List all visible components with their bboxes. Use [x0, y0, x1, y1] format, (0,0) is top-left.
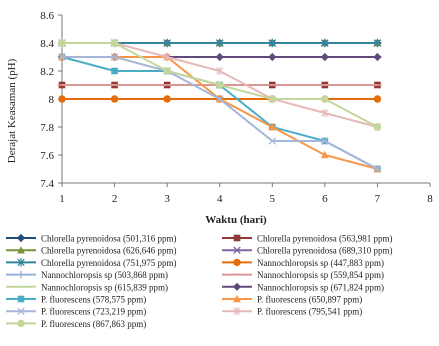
- x-tick-label: 8: [427, 193, 433, 205]
- legend-item: Chlorella pyrenoidosa (626,646 ppm): [6, 246, 176, 256]
- y-tick-label: 8.4: [40, 38, 54, 50]
- x-tick-label: 5: [270, 193, 276, 205]
- legend-label: P. fluorescens (650,897 ppm): [257, 295, 362, 305]
- legend-swatch-marker: [17, 270, 25, 279]
- legend-item: Nannochloropsis sp (447,883 ppm): [222, 258, 384, 268]
- data-point: [268, 95, 276, 103]
- x-tick-label: 2: [112, 193, 118, 205]
- data-point: [110, 95, 119, 103]
- y-tick-label: 7.4: [40, 178, 54, 190]
- data-point: [163, 95, 171, 103]
- y-axis-label: Derajat Keasaman (pH): [6, 58, 18, 163]
- data-point: [111, 67, 118, 75]
- legend-item: Chlorella pyrenoidosa (563,981 ppm): [222, 234, 392, 244]
- legend-label: Nannochloropsis sp (671,824 ppm): [257, 282, 384, 292]
- legend-label: Nannochloropsis sp (559,854 ppm): [257, 270, 384, 280]
- legend-label: Chlorella pyrenoidosa (501,316 ppm): [41, 234, 176, 244]
- data-point: [321, 38, 329, 48]
- data-point: [321, 95, 329, 103]
- data-point: [58, 53, 66, 61]
- legend-item: Chlorella pyrenoidosa (751,975 ppm): [6, 258, 176, 268]
- legend-item: Chlorella pyrenoidosa (689,310 ppm): [222, 246, 392, 256]
- legend-swatch-marker: [233, 306, 241, 316]
- data-point: [268, 38, 277, 48]
- legend-label: Nannochloropsis sp (447,883 ppm): [257, 258, 384, 268]
- legend-swatch-marker: [17, 295, 25, 303]
- legend-swatch-marker: [233, 294, 241, 303]
- data-point: [215, 52, 224, 62]
- data-point: [268, 137, 277, 145]
- data-point: [163, 38, 171, 48]
- data-point: [215, 66, 224, 76]
- data-point: [268, 122, 277, 131]
- data-point: [373, 52, 382, 62]
- data-point: [110, 39, 119, 47]
- x-tick-label: 1: [59, 193, 65, 205]
- series-15: [58, 39, 382, 131]
- data-point: [373, 165, 382, 173]
- legend-swatch-marker: [16, 233, 26, 243]
- legend-swatch-marker: [17, 307, 25, 315]
- legend-swatch-marker: [233, 234, 241, 242]
- legend-swatch-marker: [17, 319, 25, 328]
- y-tick-label: 7.6: [40, 150, 54, 162]
- x-tick-label: 6: [322, 193, 328, 205]
- legend-item: P. fluorescens (795,541 ppm): [222, 307, 362, 317]
- legend-swatch-marker: [17, 258, 25, 267]
- data-point: [163, 67, 171, 75]
- legend-label: Nannochloropsis sp (615,839 ppm): [41, 282, 168, 292]
- data-point: [373, 38, 382, 48]
- data-point: [216, 81, 224, 89]
- data-point: [373, 95, 382, 103]
- series-layer: [57, 38, 382, 173]
- data-point: [215, 95, 224, 103]
- data-point: [320, 150, 329, 159]
- data-point: [110, 53, 119, 61]
- y-tick-label: 8.6: [40, 10, 54, 22]
- x-tick-label: 4: [217, 193, 223, 205]
- legend: Chlorella pyrenoidosa (501,316 ppm) Chlor…: [6, 234, 392, 329]
- legend-swatch-marker: [232, 282, 242, 291]
- y-tick-label: 8: [49, 94, 55, 106]
- legend-item: Nannochloropsis sp (559,854 ppm): [222, 270, 384, 280]
- legend-label: Chlorella pyrenoidosa (563,981 ppm): [257, 234, 392, 244]
- legend-label: Nannochloropsis sp (503,868 ppm): [41, 270, 168, 280]
- data-point: [215, 38, 224, 48]
- data-point: [268, 52, 277, 62]
- legend-item: Nannochloropsis sp (503,868 ppm): [6, 270, 168, 280]
- legend-item: Chlorella pyrenoidosa (501,316 ppm): [6, 234, 176, 244]
- data-point: [58, 39, 66, 47]
- legend-label: P. fluorescens (795,541 ppm): [257, 307, 362, 317]
- legend-label: Chlorella pyrenoidosa (751,975 ppm): [41, 258, 176, 268]
- data-point: [321, 108, 329, 118]
- legend-item: Nannochloropsis sp (615,839 ppm): [6, 282, 168, 292]
- legend-label: P. fluorescens (578,575 ppm): [41, 295, 146, 305]
- legend-swatch-marker: [233, 246, 241, 254]
- legend-label: Chlorella pyrenoidosa (626,646 ppm): [41, 246, 176, 256]
- data-point: [320, 52, 329, 62]
- line-chart: 7.4 7.6 7.8 8 8.2 8.4 8.6 1 2 3 4 5 6 7 8 Derajat Kea…: [6, 10, 433, 226]
- legend-swatch-marker: [17, 246, 25, 254]
- y-tick-label: 8.2: [40, 66, 54, 78]
- legend-item: Nannochloropsis sp (671,824 ppm): [222, 282, 384, 292]
- x-axis-label: Waktu (hari): [205, 214, 267, 226]
- legend-item: P. fluorescens (650,897 ppm): [222, 295, 362, 305]
- y-axis: 7.4 7.6 7.8 8 8.2 8.4 8.6: [40, 10, 63, 190]
- x-axis: 1 2 3 4 5 6 7 8: [59, 182, 433, 205]
- legend-item: P. fluorescens (867,863 ppm): [6, 319, 146, 329]
- legend-swatch-marker: [233, 258, 241, 267]
- data-point: [58, 95, 66, 103]
- data-point: [163, 52, 171, 62]
- legend-label: P. fluorescens (723,219 ppm): [41, 307, 146, 317]
- legend-label: Chlorella pyrenoidosa (689,310 ppm): [257, 246, 392, 256]
- legend-item: P. fluorescens (723,219 ppm): [6, 307, 146, 317]
- legend-label: P. fluorescens (867,863 ppm): [41, 319, 146, 329]
- legend-item: P. fluorescens (578,575 ppm): [6, 295, 146, 305]
- x-tick-label: 3: [164, 193, 170, 205]
- data-point: [373, 123, 382, 131]
- y-tick-label: 7.8: [40, 122, 54, 134]
- x-tick-label: 7: [375, 193, 381, 205]
- data-point: [321, 137, 329, 145]
